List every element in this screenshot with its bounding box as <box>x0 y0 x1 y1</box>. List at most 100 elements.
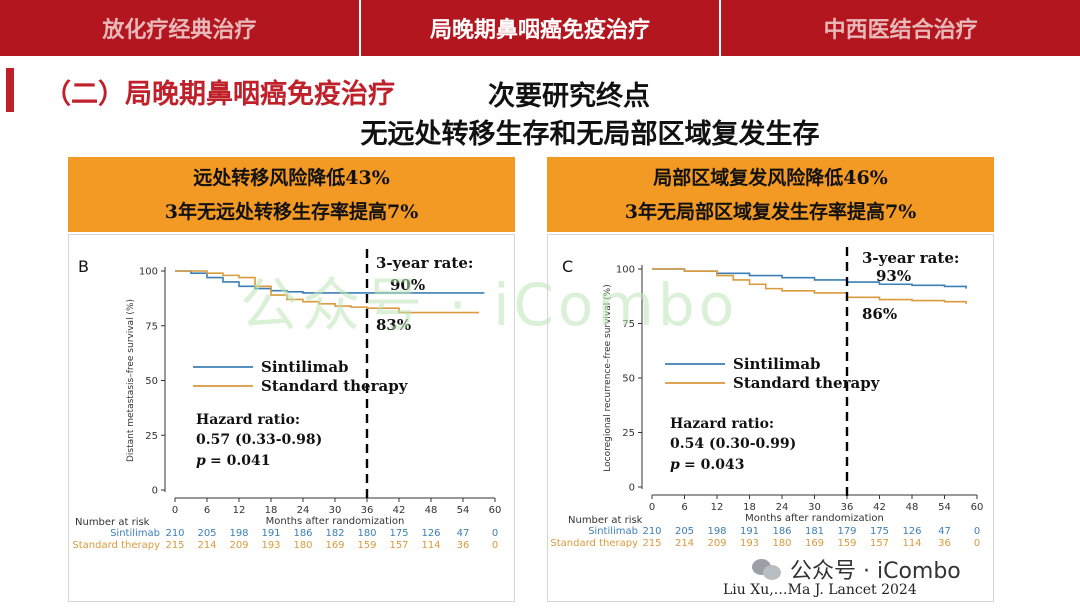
x-tick-label: 24 <box>297 505 310 516</box>
risk-cell: 180 <box>293 540 312 551</box>
risk-cell: 214 <box>197 540 216 551</box>
risk-cell: 0 <box>974 538 980 549</box>
risk-cell: 198 <box>229 528 248 539</box>
citation: Liu Xu,…Ma J. Lancet 2024 <box>723 582 917 598</box>
section-title: （二）局晚期鼻咽癌免疫治疗 <box>44 79 395 110</box>
legend-label: Sintilimab <box>261 358 349 376</box>
risk-cell: 186 <box>772 526 791 537</box>
risk-cell: 0 <box>974 526 980 537</box>
x-tick-label: 36 <box>841 502 854 513</box>
x-axis-label: Months after randomization <box>266 516 405 527</box>
hazard-title: Hazard ratio: <box>196 412 300 428</box>
x-tick-label: 12 <box>711 502 724 513</box>
hazard-value: 0.57 (0.33-0.98) <box>196 432 322 448</box>
x-tick-label: 60 <box>971 502 984 513</box>
risk-cell: 180 <box>357 528 376 539</box>
x-tick-label: 30 <box>329 505 342 516</box>
tab-chemoradiotherapy[interactable]: 放化疗经典治疗 <box>0 0 361 56</box>
hazard-title: Hazard ratio: <box>670 416 774 432</box>
chart-frame-b <box>68 234 515 602</box>
risk-row-name: Standard therapy <box>72 540 160 551</box>
rate-standard: 83% <box>376 316 411 334</box>
tab-integrative-medicine[interactable]: 中西医结合治疗 <box>823 18 978 43</box>
risk-cell: 126 <box>902 526 921 537</box>
headline-secondary-endpoint: 次要研究终点 <box>488 81 650 112</box>
chart-frame-c <box>547 234 994 602</box>
risk-cell: 114 <box>421 540 440 551</box>
wechat-icon <box>752 557 782 581</box>
risk-cell: 181 <box>805 526 824 537</box>
panel-label: B <box>78 257 89 276</box>
risk-cell: 182 <box>325 528 344 539</box>
risk-cell: 157 <box>870 538 889 549</box>
risk-cell: 0 <box>492 540 498 551</box>
x-tick-label: 30 <box>808 502 821 513</box>
p-value: = 0.041 <box>210 453 270 469</box>
summary-distant-line2: 3年无远处转移生存率提高7% <box>164 200 419 223</box>
x-tick-label: 18 <box>265 505 278 516</box>
legend-label: Sintilimab <box>733 355 821 373</box>
hazard-value: 0.54 (0.30-0.99) <box>670 436 796 452</box>
y-axis-label: Locoregional recurrence–free survival (%… <box>603 284 613 471</box>
x-tick-label: 6 <box>681 502 687 513</box>
risk-cell: 179 <box>837 526 856 537</box>
rate-sintilimab: 90% <box>390 276 425 294</box>
risk-row-name: Standard therapy <box>550 538 638 549</box>
summary-locoregional-line1: 局部区域复发风险降低46% <box>653 166 888 189</box>
x-tick-label: 36 <box>361 505 374 516</box>
risk-cell: 175 <box>870 526 889 537</box>
risk-cell: 175 <box>389 528 408 539</box>
y-tick-label: 100 <box>616 265 635 276</box>
series-line-standard <box>175 270 479 314</box>
x-tick-label: 54 <box>457 505 470 516</box>
risk-cell: 169 <box>325 540 344 551</box>
y-axis-label: Distant metastasis–free survival (%) <box>126 299 136 462</box>
rate-title: 3-year rate: <box>862 249 959 267</box>
y-tick-label: 0 <box>152 486 158 497</box>
x-tick-label: 48 <box>425 505 438 516</box>
risk-cell: 0 <box>492 528 498 539</box>
y-tick-label: 50 <box>145 376 158 387</box>
legend-label: Standard therapy <box>261 377 409 395</box>
risk-cell: 159 <box>357 540 376 551</box>
y-tick-label: 25 <box>145 431 158 442</box>
headline-endpoints: 无远处转移生存和无局部区域复发生存 <box>360 119 820 150</box>
risk-cell: 47 <box>457 528 470 539</box>
wechat-label: 公众号 · iCombo <box>790 559 961 584</box>
watermark: 公众号 · iCombo <box>240 271 739 339</box>
risk-cell: 209 <box>229 540 248 551</box>
risk-cell: 191 <box>261 528 280 539</box>
x-tick-label: 42 <box>393 505 406 516</box>
series-line-standard <box>652 268 967 304</box>
risk-cell: 205 <box>197 528 216 539</box>
risk-cell: 159 <box>837 538 856 549</box>
x-tick-label: 18 <box>743 502 756 513</box>
summary-locoregional-line2: 3年无局部区域复发生存率提高7% <box>624 200 917 223</box>
tab-bar: 放化疗经典治疗 局晚期鼻咽癌免疫治疗 中西医结合治疗 <box>0 0 1080 56</box>
wechat-badge: 公众号 · iCombo <box>752 553 961 585</box>
panel-label: C <box>562 257 573 276</box>
risk-cell: 186 <box>293 528 312 539</box>
risk-cell: 215 <box>642 538 661 549</box>
summary-box-locoregional: 局部区域复发风险降低46% 3年无局部区域复发生存率提高7% <box>547 157 994 232</box>
risk-cell: 215 <box>165 540 184 551</box>
risk-cell: 169 <box>805 538 824 549</box>
risk-cell: 198 <box>707 526 726 537</box>
y-tick-label: 75 <box>145 321 158 332</box>
risk-row-name: Sintilimab <box>588 526 638 537</box>
y-tick-label: 50 <box>622 374 635 385</box>
summary-box-distant: 远处转移风险降低43% 3年无远处转移生存率提高7% <box>68 157 515 232</box>
risk-cell: 210 <box>642 526 661 537</box>
risk-cell: 210 <box>165 528 184 539</box>
tab-immunotherapy[interactable]: 局晚期鼻咽癌免疫治疗 <box>361 0 722 56</box>
x-tick-label: 60 <box>489 505 502 516</box>
risk-cell: 205 <box>675 526 694 537</box>
y-tick-label: 25 <box>622 428 635 439</box>
p-label: p <box>670 457 680 473</box>
x-axis-label: Months after randomization <box>745 513 884 524</box>
risk-row-name: Sintilimab <box>110 528 160 539</box>
title-accent-bar <box>6 68 14 112</box>
summary-distant-line1: 远处转移风险降低43% <box>193 166 390 189</box>
x-tick-label: 12 <box>233 505 246 516</box>
